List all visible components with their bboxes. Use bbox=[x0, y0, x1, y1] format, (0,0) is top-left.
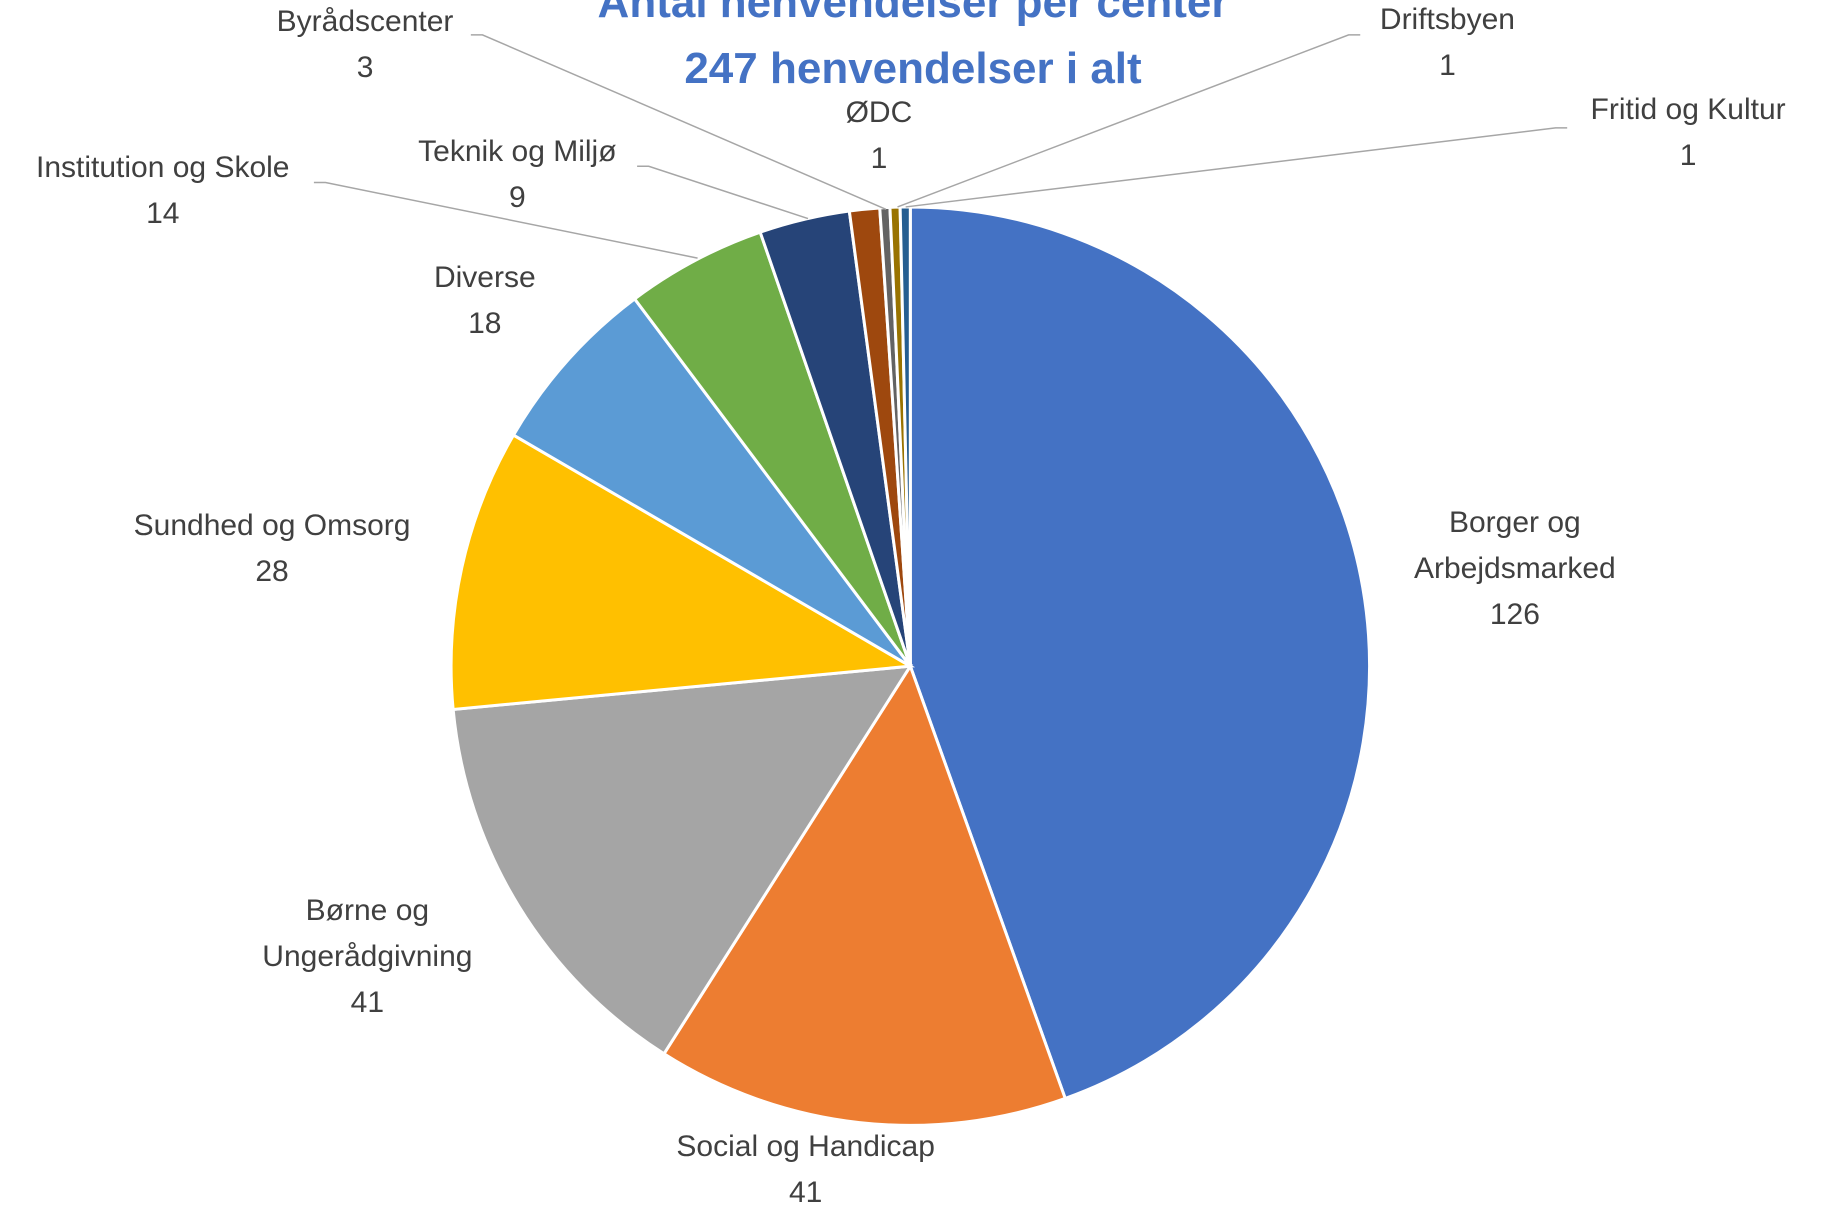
label-value: 14 bbox=[146, 197, 180, 231]
pie-slice bbox=[511, 296, 912, 668]
chart-subtitle: 247 henvendelser i alt bbox=[684, 44, 1142, 93]
data-label: Fritid og Kultur 1 bbox=[1514, 87, 1823, 179]
data-label: ØDC 1 bbox=[763, 90, 996, 182]
pie-slice bbox=[449, 433, 916, 712]
label-name: ØDC bbox=[845, 95, 913, 129]
label-value: 41 bbox=[350, 986, 385, 1020]
pie-slice bbox=[451, 664, 914, 1056]
label-name: Sundhed og Omsorg bbox=[133, 509, 411, 543]
label-name: Institution og Skole bbox=[36, 151, 290, 185]
leader-line bbox=[313, 181, 698, 259]
label-name: Fritid og Kultur bbox=[1590, 93, 1786, 127]
label-value: 1 bbox=[1439, 48, 1456, 82]
label-value: 3 bbox=[356, 50, 374, 84]
data-label: Borger og Arbejdsmarked 126 bbox=[1364, 500, 1666, 638]
label-name: Borger og Arbejdsmarked bbox=[1413, 505, 1616, 585]
data-label: Diverse 18 bbox=[310, 255, 659, 347]
leader-line bbox=[637, 165, 809, 220]
data-label: Institution og Skole 14 bbox=[0, 145, 395, 237]
data-label: Børne og Ungerådgivning 41 bbox=[205, 888, 531, 1026]
label-value: 28 bbox=[255, 555, 289, 589]
label-value: 9 bbox=[509, 181, 526, 215]
label-value: 126 bbox=[1489, 597, 1540, 631]
pie-slice bbox=[661, 662, 1068, 1127]
data-label: Teknik og Miljø 9 bbox=[285, 129, 750, 221]
leader-line bbox=[905, 127, 1568, 208]
data-label: Byrådscenter 3 bbox=[191, 0, 540, 91]
label-name: Social og Handicap bbox=[676, 1130, 935, 1164]
leader-line bbox=[897, 34, 1361, 208]
data-label: Sundhed og Omsorg 28 bbox=[40, 503, 505, 595]
label-name: Byrådscenter bbox=[276, 4, 454, 38]
label-name: Diverse bbox=[433, 260, 536, 294]
label-value: 1 bbox=[1679, 139, 1697, 173]
pie-slice bbox=[908, 205, 1371, 1101]
leader-line bbox=[470, 34, 887, 210]
data-label: Driftsbyen 1 bbox=[1273, 0, 1622, 89]
label-name: Teknik og Miljø bbox=[418, 135, 617, 169]
label-value: 41 bbox=[788, 1176, 823, 1210]
label-name: Driftsbyen bbox=[1379, 2, 1515, 36]
label-name: Børne og Ungerådgivning bbox=[262, 894, 473, 974]
chart-title: Antal henvendelser per center bbox=[597, 0, 1229, 27]
label-value: 1 bbox=[870, 141, 888, 175]
data-label: Social og Handicap 41 bbox=[573, 1124, 1038, 1216]
label-value: 18 bbox=[468, 306, 502, 340]
